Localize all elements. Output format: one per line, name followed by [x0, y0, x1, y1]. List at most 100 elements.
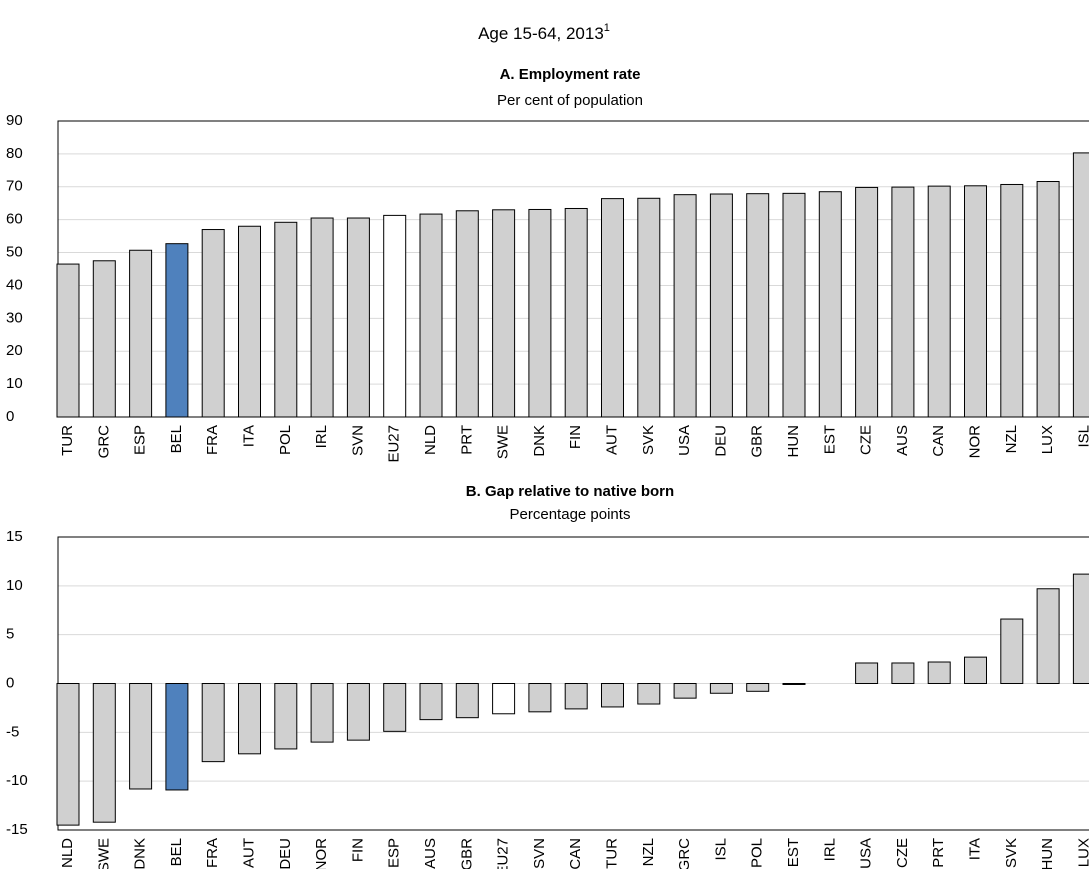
bar	[1072, 152, 1089, 418]
bar	[1000, 183, 1024, 418]
x-tick-label: USA	[676, 425, 693, 456]
x-tick-label: PRT	[930, 838, 947, 868]
bar	[92, 260, 116, 418]
x-tick-label: TUR	[603, 838, 620, 869]
bar	[528, 208, 552, 418]
x-tick-label: SVN	[531, 838, 548, 869]
y-tick-label: 20	[6, 342, 23, 359]
bar	[455, 210, 479, 418]
bar	[129, 683, 153, 790]
bar	[1036, 588, 1060, 684]
bar	[310, 683, 334, 743]
x-tick-label: NLD	[59, 838, 76, 868]
bar	[310, 217, 334, 418]
y-tick-label: 0	[6, 408, 14, 425]
bar	[746, 683, 770, 692]
x-tick-label: HUN	[785, 425, 802, 458]
x-tick-label: FRA	[204, 838, 221, 868]
x-tick-label: GBR	[749, 425, 766, 458]
x-tick-label: AUS	[894, 425, 911, 456]
bar	[818, 191, 842, 418]
x-tick-label: SVK	[640, 425, 657, 455]
bar	[746, 193, 770, 418]
y-tick-label: 5	[6, 626, 14, 643]
bar	[637, 197, 661, 418]
x-tick-label: BEL	[168, 838, 185, 866]
x-tick-label: ESP	[386, 838, 403, 868]
x-tick-label: IRL	[313, 425, 330, 448]
bar	[492, 683, 516, 715]
chart-title: A. Employment rate	[500, 66, 641, 83]
x-tick-label: SVN	[349, 425, 366, 456]
bar	[564, 683, 588, 710]
x-tick-label: ITA	[240, 425, 257, 447]
bar	[492, 209, 516, 418]
bar	[201, 229, 225, 418]
bar	[673, 194, 697, 418]
bar	[92, 683, 116, 823]
bar	[1072, 573, 1089, 685]
x-tick-label: LUX	[1075, 838, 1089, 867]
x-tick-label: ITA	[966, 838, 983, 860]
y-tick-label: 60	[6, 211, 23, 228]
bar	[782, 192, 806, 418]
y-tick-label: 15	[6, 528, 23, 545]
bar	[56, 683, 80, 826]
bar	[56, 263, 80, 418]
x-tick-label: CZE	[894, 838, 911, 868]
x-tick-label: NOR	[313, 838, 330, 869]
x-tick-label: FIN	[349, 838, 366, 862]
bar	[673, 683, 697, 699]
x-tick-label: PRT	[458, 425, 475, 455]
bar	[238, 683, 261, 755]
chart-title: B. Gap relative to native born	[466, 483, 674, 500]
bar	[383, 683, 407, 732]
y-tick-label: 10	[6, 375, 23, 392]
x-tick-label: AUT	[240, 838, 257, 868]
bar	[238, 225, 261, 418]
x-tick-label: GBR	[458, 838, 475, 869]
x-tick-label: CZE	[858, 425, 875, 455]
x-tick-label: NZL	[640, 838, 657, 866]
x-tick-label: DEU	[712, 425, 729, 457]
title-note: 1	[604, 22, 610, 34]
y-tick-label: 30	[6, 309, 23, 326]
x-tick-label: HUN	[1039, 838, 1056, 869]
bar	[129, 249, 153, 418]
chart-subtitle: Per cent of population	[497, 92, 643, 109]
bar	[419, 213, 443, 418]
bar	[927, 661, 951, 684]
bar	[346, 683, 370, 741]
y-tick-label: 70	[6, 178, 23, 195]
y-tick-label: 50	[6, 244, 23, 261]
y-tick-label: 40	[6, 276, 23, 293]
x-tick-label: EST	[785, 838, 802, 867]
bar	[709, 683, 733, 694]
bar	[1036, 181, 1060, 418]
bar	[927, 185, 951, 418]
x-tick-label: ISL	[712, 838, 729, 861]
y-tick-label: -15	[6, 821, 28, 838]
bar	[601, 198, 624, 418]
x-tick-label: EU27	[495, 838, 512, 869]
bar	[201, 683, 225, 763]
bar	[383, 214, 407, 418]
x-tick-label: AUS	[422, 838, 439, 869]
bar	[709, 193, 733, 418]
x-tick-label: CAN	[567, 838, 584, 869]
x-tick-label: TUR	[59, 425, 76, 456]
bar	[165, 243, 189, 418]
x-tick-label: CAN	[930, 425, 947, 457]
bar	[964, 185, 987, 418]
bar	[964, 656, 987, 685]
bar	[274, 683, 298, 750]
y-tick-label: 80	[6, 145, 23, 162]
x-tick-label: EST	[821, 425, 838, 454]
x-tick-label: NOR	[966, 425, 983, 459]
bar	[165, 683, 189, 791]
x-tick-label: ISL	[1075, 425, 1089, 448]
bar	[564, 207, 588, 418]
chart-subtitle: Percentage points	[510, 506, 631, 523]
x-tick-label: DNK	[531, 425, 548, 457]
